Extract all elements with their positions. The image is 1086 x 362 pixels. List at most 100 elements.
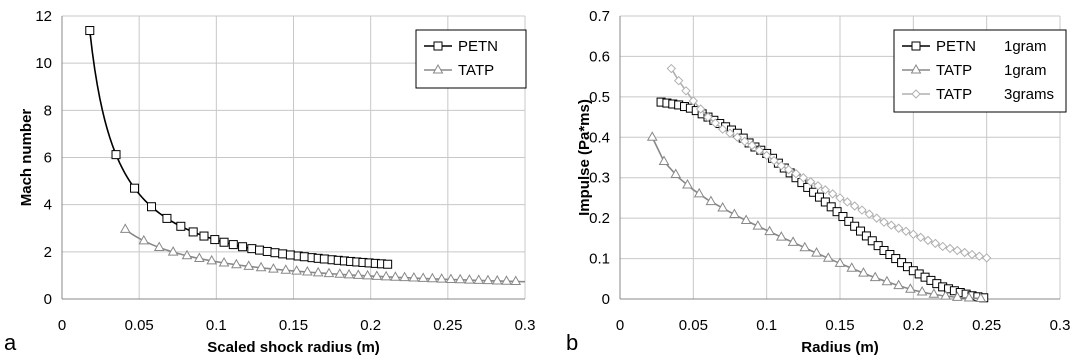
legend-label: PETN <box>936 38 976 55</box>
marker-square <box>850 221 860 231</box>
legend-entry: TATP 1gram <box>902 62 1047 79</box>
marker-triangle <box>905 283 916 293</box>
marker-triangle <box>291 265 302 275</box>
x-tick-label: 0.1 <box>206 317 227 334</box>
legend-label-suffix: 3grams <box>1004 86 1054 103</box>
marker-diamond <box>901 226 911 236</box>
marker-diamond <box>886 220 897 230</box>
marker-square <box>130 183 140 193</box>
panel-label: a <box>4 330 17 355</box>
series-petn <box>85 26 393 269</box>
legend-label-suffix: 1gram <box>1004 62 1047 79</box>
marker-triangle <box>951 291 963 301</box>
marker-triangle <box>408 272 420 282</box>
x-tick-label: 0.25 <box>972 317 1001 334</box>
legend-entry: TATP 3grams <box>902 86 1054 103</box>
marker-triangle <box>280 264 292 274</box>
marker-diamond <box>911 89 921 99</box>
marker-diamond <box>813 181 823 191</box>
legend-entry: TATP <box>424 62 494 79</box>
marker-triangle <box>167 246 179 256</box>
marker-square <box>228 240 238 250</box>
marker-triangle <box>869 271 881 282</box>
marker-diamond <box>842 197 853 207</box>
marker-triangle <box>445 273 457 283</box>
marker-triangle <box>670 168 682 178</box>
marker-triangle <box>693 187 705 198</box>
marker-diamond <box>754 145 765 156</box>
y-tick-label: 0.7 <box>589 8 610 25</box>
legend-box <box>415 29 527 89</box>
y-tick-label: 8 <box>44 102 52 119</box>
x-axis-label: Scaled shock radius (m) <box>207 339 380 356</box>
marker-square <box>856 226 866 236</box>
marker-square <box>383 259 393 269</box>
series-tatp-3grams <box>666 63 992 263</box>
legend-label: PETN <box>458 38 498 55</box>
marker-diamond <box>666 63 677 74</box>
marker-diamond <box>681 86 691 96</box>
marker-triangle <box>799 241 811 252</box>
y-tick-label: 0 <box>44 291 52 308</box>
marker-triangle <box>243 260 255 270</box>
marker-diamond <box>967 249 977 260</box>
marker-diamond <box>725 128 735 138</box>
marker-triangle <box>454 273 466 284</box>
marker-triangle <box>153 241 165 251</box>
x-tick-label: 0.3 <box>515 317 536 334</box>
x-tick-label: 0.1 <box>756 317 777 334</box>
y-tick-label: 6 <box>44 150 52 167</box>
marker-diamond <box>783 164 794 175</box>
marker-triangle <box>682 178 693 189</box>
legend: PETN 1gram TATP 1gram TATP 3grams <box>893 29 1067 113</box>
marker-square <box>111 150 121 160</box>
marker-triangle <box>740 214 752 224</box>
marker-triangle <box>371 270 383 280</box>
marker-triangle <box>352 269 364 279</box>
marker-diamond <box>791 168 801 179</box>
marker-triangle <box>916 286 928 296</box>
marker-triangle <box>717 202 729 212</box>
marker-triangle <box>787 236 799 246</box>
marker-diamond <box>879 217 889 227</box>
y-tick-label: 0.1 <box>589 251 610 268</box>
y-tick-label: 2 <box>44 244 52 261</box>
marker-triangle <box>846 262 858 272</box>
x-tick-label: 0.15 <box>279 317 308 334</box>
series-line <box>88 30 390 266</box>
series-tatp <box>119 223 526 285</box>
y-tick-label: 10 <box>35 55 52 72</box>
marker-diamond <box>915 232 926 243</box>
series-tatp-1gram <box>646 131 987 302</box>
marker-square <box>147 202 157 212</box>
marker-diamond <box>805 177 816 187</box>
marker-diamond <box>747 140 757 151</box>
marker-square <box>255 245 265 255</box>
marker-triangle <box>729 208 740 219</box>
marker-triangle <box>658 155 670 166</box>
marker-square <box>433 41 443 51</box>
marker-triangle <box>881 275 893 286</box>
marker-square <box>832 207 842 217</box>
marker-triangle <box>218 256 230 267</box>
marker-square <box>85 26 95 36</box>
legend-box <box>893 29 1067 113</box>
marker-triangle <box>380 270 392 281</box>
panel-label: b <box>566 330 578 355</box>
marker-square <box>210 235 220 245</box>
y-tick-label: 12 <box>35 8 52 25</box>
marker-triangle <box>975 292 987 302</box>
marker-diamond <box>827 189 838 199</box>
marker-diamond <box>717 124 728 134</box>
x-tick-label: 0 <box>58 317 66 334</box>
marker-square <box>247 244 257 254</box>
marker-diamond <box>739 136 750 147</box>
marker-triangle <box>764 225 775 236</box>
marker-diamond <box>761 150 772 161</box>
marker-triangle <box>940 290 951 300</box>
legend-label: TATP <box>458 62 494 79</box>
marker-triangle <box>464 274 475 284</box>
marker-triangle <box>963 292 975 302</box>
marker-square <box>219 237 229 247</box>
